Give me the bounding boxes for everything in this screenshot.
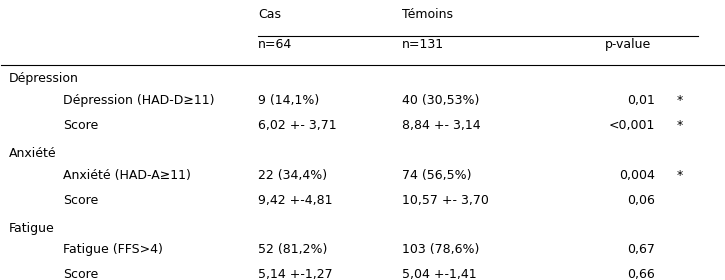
Text: 8,84 +- 3,14: 8,84 +- 3,14 xyxy=(402,119,481,132)
Text: 0,004: 0,004 xyxy=(619,169,655,182)
Text: *: * xyxy=(676,94,683,107)
Text: 52 (81,2%): 52 (81,2%) xyxy=(258,243,327,256)
Text: Anxiété (HAD-A≥11): Anxiété (HAD-A≥11) xyxy=(63,169,191,182)
Text: Score: Score xyxy=(63,268,98,280)
Text: 0,01: 0,01 xyxy=(627,94,655,107)
Text: 103 (78,6%): 103 (78,6%) xyxy=(402,243,480,256)
Text: 0,06: 0,06 xyxy=(627,194,655,207)
Text: 0,66: 0,66 xyxy=(627,268,655,280)
Text: 10,57 +- 3,70: 10,57 +- 3,70 xyxy=(402,194,489,207)
Text: Score: Score xyxy=(63,194,98,207)
Text: Témoins: Témoins xyxy=(402,8,453,22)
Text: *: * xyxy=(676,169,683,182)
Text: 0,67: 0,67 xyxy=(627,243,655,256)
Text: Dépression (HAD-D≥11): Dépression (HAD-D≥11) xyxy=(63,94,215,107)
Text: 6,02 +- 3,71: 6,02 +- 3,71 xyxy=(258,119,336,132)
Text: 9,42 +-4,81: 9,42 +-4,81 xyxy=(258,194,332,207)
Text: n=64: n=64 xyxy=(258,38,292,51)
Text: 5,14 +-1,27: 5,14 +-1,27 xyxy=(258,268,332,280)
Text: Score: Score xyxy=(63,119,98,132)
Text: 9 (14,1%): 9 (14,1%) xyxy=(258,94,319,107)
Text: <0,001: <0,001 xyxy=(608,119,655,132)
Text: Fatigue: Fatigue xyxy=(9,221,54,235)
Text: Cas: Cas xyxy=(258,8,281,22)
Text: 5,04 +-1,41: 5,04 +-1,41 xyxy=(402,268,477,280)
Text: Anxiété: Anxiété xyxy=(9,147,57,160)
Text: *: * xyxy=(676,119,683,132)
Text: n=131: n=131 xyxy=(402,38,444,51)
Text: 74 (56,5%): 74 (56,5%) xyxy=(402,169,472,182)
Text: 22 (34,4%): 22 (34,4%) xyxy=(258,169,327,182)
Text: p-value: p-value xyxy=(605,38,651,51)
Text: Dépression: Dépression xyxy=(9,73,78,85)
Text: 40 (30,53%): 40 (30,53%) xyxy=(402,94,480,107)
Text: Fatigue (FFS>4): Fatigue (FFS>4) xyxy=(63,243,162,256)
